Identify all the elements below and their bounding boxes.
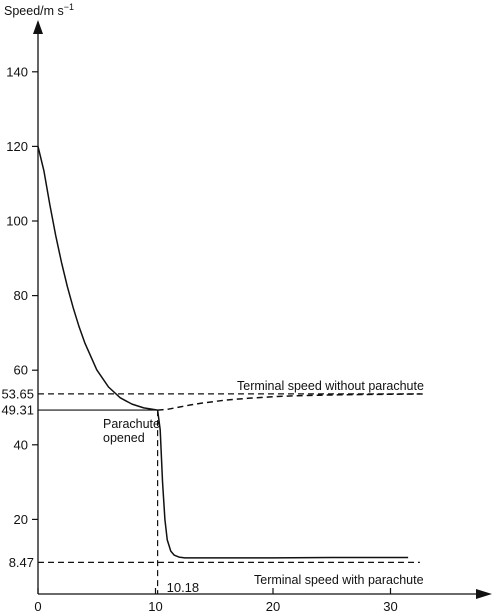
reference-line-group: 53.65 49.31 8.47 10.18 bbox=[1, 386, 420, 595]
reference-label-x-3: 10.18 bbox=[167, 580, 200, 595]
y-tick-group: 20 40 60 80 100 120 140 bbox=[6, 64, 38, 527]
y-tick-label: 40 bbox=[14, 437, 28, 452]
annotation-parachute-line2: opened bbox=[103, 431, 145, 445]
annotation-parachute-line1: Parachute bbox=[103, 417, 160, 431]
y-axis-arrow-icon bbox=[33, 20, 43, 34]
y-tick-label: 80 bbox=[14, 288, 28, 303]
x-tick-group: 0 10 20 30 bbox=[34, 588, 398, 614]
reference-label-y-2: 8.47 bbox=[9, 555, 34, 570]
x-tick-label: 30 bbox=[383, 599, 397, 614]
series-line-1 bbox=[156, 409, 409, 559]
reference-label-y-0: 53.65 bbox=[1, 386, 34, 401]
x-tick-label: 0 bbox=[34, 599, 41, 614]
y-tick-label: 20 bbox=[14, 512, 28, 527]
y-tick-label: 140 bbox=[6, 64, 28, 79]
x-axis-arrow-icon bbox=[476, 589, 492, 599]
series-line-0 bbox=[37, 146, 158, 411]
y-axis-title: Speed/m s−1 bbox=[4, 2, 74, 18]
annotation-terminal-with: Terminal speed with parachute bbox=[254, 573, 424, 587]
x-tick-label: 10 bbox=[148, 599, 162, 614]
y-tick-label: 60 bbox=[14, 363, 28, 378]
annotation-terminal-without: Terminal speed without parachute bbox=[237, 379, 424, 393]
y-tick-label: 120 bbox=[6, 139, 28, 154]
x-tick-label: 20 bbox=[266, 599, 280, 614]
y-tick-label: 100 bbox=[6, 214, 28, 229]
series-group bbox=[37, 146, 426, 559]
reference-label-y-1: 49.31 bbox=[1, 403, 34, 418]
series-line-2 bbox=[157, 393, 426, 411]
